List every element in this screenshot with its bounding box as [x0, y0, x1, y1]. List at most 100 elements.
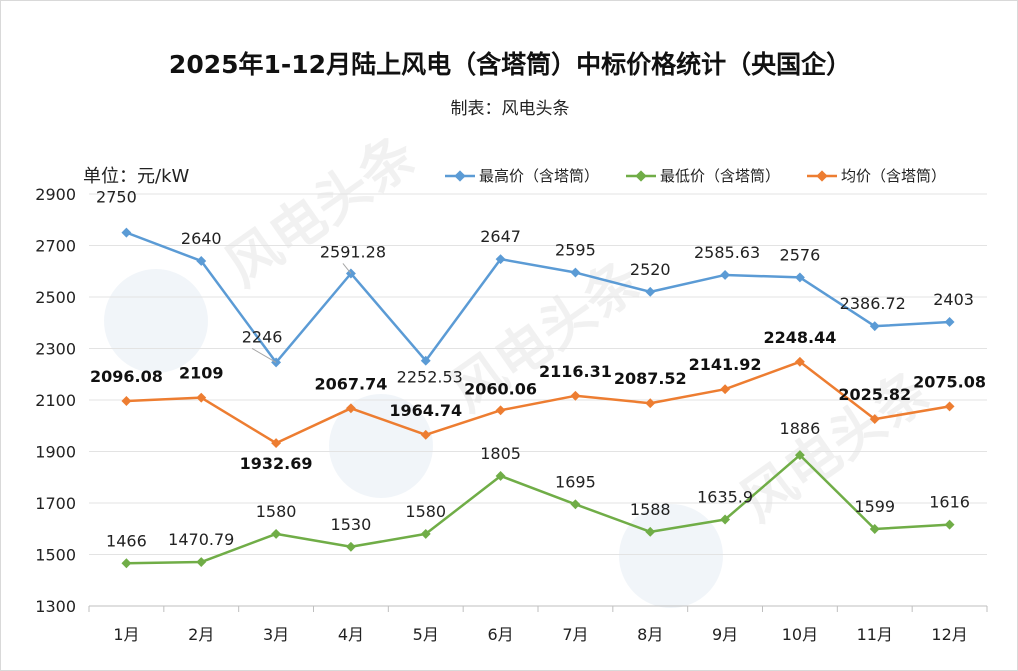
data-point-avg[interactable] [794, 356, 805, 367]
data-label-avg: 2248.44 [763, 328, 836, 347]
data-label-max: 2640 [181, 229, 222, 248]
data-point-avg[interactable] [570, 390, 581, 401]
x-tick-label: 11月 [857, 625, 893, 644]
data-point-min[interactable] [720, 514, 731, 525]
data-label-avg: 2141.92 [689, 355, 762, 374]
data-point-min[interactable] [869, 524, 880, 534]
legend-marker-min [635, 170, 647, 182]
data-point-min[interactable] [196, 557, 207, 567]
gridlines [89, 193, 987, 555]
data-label-max: 2386.72 [840, 294, 906, 313]
data-point-min[interactable] [645, 526, 656, 537]
data-point-avg[interactable] [720, 384, 731, 395]
data-point-min[interactable] [944, 519, 955, 530]
data-label-min: 1599 [854, 497, 895, 516]
data-label-max: 2647 [480, 227, 521, 246]
legend-marker-max [454, 170, 466, 182]
legend: 最高价（含塔筒） 最低价（含塔筒） 均价（含塔筒） [445, 167, 946, 185]
series-line-avg [126, 360, 950, 445]
data-label-min: 1580 [405, 502, 446, 521]
data-point-min[interactable] [794, 450, 805, 461]
data-point-min[interactable] [495, 471, 506, 481]
data-label-max: 2252.53 [397, 368, 463, 387]
legend-label-max: 最高价（含塔筒） [479, 167, 599, 185]
data-label-avg: 2087.52 [614, 369, 687, 388]
series-line-min [126, 453, 950, 565]
data-point-avg[interactable] [271, 438, 282, 449]
legend-label-avg: 均价（含塔筒） [841, 167, 946, 185]
data-point-min[interactable] [570, 499, 581, 510]
x-tick-label: 10月 [782, 625, 818, 644]
series-max [121, 227, 955, 368]
data-point-max[interactable] [645, 286, 656, 297]
data-label-avg: 1964.74 [389, 401, 462, 420]
data-point-avg[interactable] [420, 429, 431, 440]
legend-label-min: 最低价（含塔筒） [660, 167, 780, 185]
data-point-min[interactable] [420, 528, 431, 539]
series-avg [121, 356, 955, 449]
data-point-avg[interactable] [495, 405, 506, 416]
data-label-avg: 2109 [179, 364, 224, 383]
data-label-max: 2591.28 [320, 242, 386, 261]
data-label-min: 1470.79 [168, 530, 234, 549]
watermark-logo [104, 269, 208, 373]
data-point-max[interactable] [570, 267, 581, 278]
y-tick-label: 1500 [35, 546, 76, 565]
data-point-avg[interactable] [196, 392, 207, 403]
x-tick-label: 12月 [931, 625, 967, 644]
data-point-avg[interactable] [944, 401, 955, 412]
data-label-avg: 2060.06 [464, 379, 537, 398]
data-point-max[interactable] [196, 256, 207, 266]
label-leader-line [251, 347, 277, 363]
label-leader-line [342, 263, 352, 274]
x-tick-label: 8月 [637, 625, 663, 644]
watermark-logo [619, 504, 723, 608]
watermark-text: 风电头条 [214, 123, 427, 298]
legend-item-min[interactable]: 最低价（含塔筒） [626, 167, 780, 185]
data-point-avg[interactable] [645, 398, 656, 409]
data-point-max[interactable] [121, 227, 132, 238]
data-label-min: 1805 [480, 444, 521, 463]
y-tick-label: 2700 [35, 237, 76, 256]
legend-item-max[interactable]: 最高价（含塔筒） [445, 167, 599, 185]
data-point-max[interactable] [869, 321, 880, 332]
data-label-max: 2246 [242, 327, 283, 346]
data-label-max: 2520 [630, 260, 671, 279]
data-point-max[interactable] [495, 254, 506, 265]
data-label-min: 1530 [331, 515, 372, 534]
y-tick-label: 1300 [35, 597, 76, 616]
x-tick-label: 9月 [712, 625, 738, 644]
data-label-max: 2403 [933, 290, 974, 309]
y-tick-label: 1900 [35, 443, 76, 462]
legend-item-avg[interactable]: 均价（含塔筒） [807, 167, 946, 185]
data-point-max[interactable] [420, 355, 431, 366]
y-tick-label: 2900 [35, 185, 76, 204]
data-point-min[interactable] [271, 528, 282, 539]
data-label-min: 1886 [780, 419, 821, 438]
data-label-max: 2750 [96, 188, 137, 207]
y-tick-label: 1700 [35, 494, 76, 513]
data-point-min[interactable] [121, 558, 132, 569]
data-label-avg: 2025.82 [838, 385, 911, 404]
data-label-avg: 1932.69 [240, 454, 313, 473]
data-point-avg[interactable] [869, 414, 880, 425]
y-unit-label: 单位：元/kW [83, 166, 189, 187]
data-point-avg[interactable] [345, 403, 356, 414]
data-label-max: 2585.63 [694, 243, 760, 262]
data-point-avg[interactable] [121, 396, 132, 406]
x-axis: 1月 2月 3月 4月 5月 6月 7月 8月 9月 10月 11月 12月 [88, 605, 988, 644]
data-point-min[interactable] [345, 541, 356, 552]
data-label-min: 1695 [555, 472, 596, 491]
chart-title: 2025年1-12月陆上风电（含塔筒）中标价格统计（央国企） [169, 50, 851, 79]
data-labels: 2750 2640 2246 2591.28 2252.53 2647 2595 2520 25… [90, 188, 986, 551]
series-line-max [125, 231, 950, 364]
data-point-max[interactable] [794, 272, 805, 283]
data-label-max: 2595 [555, 241, 596, 260]
data-point-max[interactable] [720, 270, 731, 280]
y-tick-label: 2300 [35, 340, 76, 359]
data-label-min: 1616 [929, 493, 970, 512]
x-tick-label: 7月 [562, 625, 588, 644]
data-point-max[interactable] [944, 317, 955, 327]
